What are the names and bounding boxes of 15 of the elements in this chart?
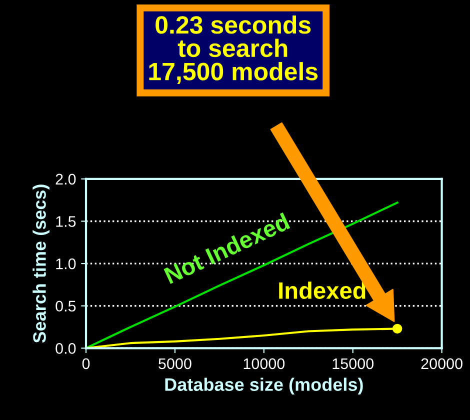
x-tick-label: 10000 <box>244 358 285 370</box>
x-tick-label: 5000 <box>158 358 192 370</box>
text: 0.23 seconds to search 17,500 models <box>149 15 318 84</box>
y-axis-title: Search time (secs) <box>32 184 50 343</box>
y-tick-label: 2.0 <box>56 174 76 185</box>
y-tick-label: 1.5 <box>56 216 76 227</box>
y-tick-label: 1.0 <box>56 258 76 270</box>
x-axis-title: Database size (models) <box>165 378 363 395</box>
x-tick-label: 20000 <box>421 358 462 370</box>
x-tick-label: 15000 <box>332 358 374 370</box>
y-tick-label: 0.5 <box>56 300 76 312</box>
line-series <box>86 202 398 348</box>
y-tick-label: 0.0 <box>56 343 76 354</box>
x-tick-label: 0 <box>82 358 90 370</box>
series-label: Indexed <box>279 282 366 299</box>
